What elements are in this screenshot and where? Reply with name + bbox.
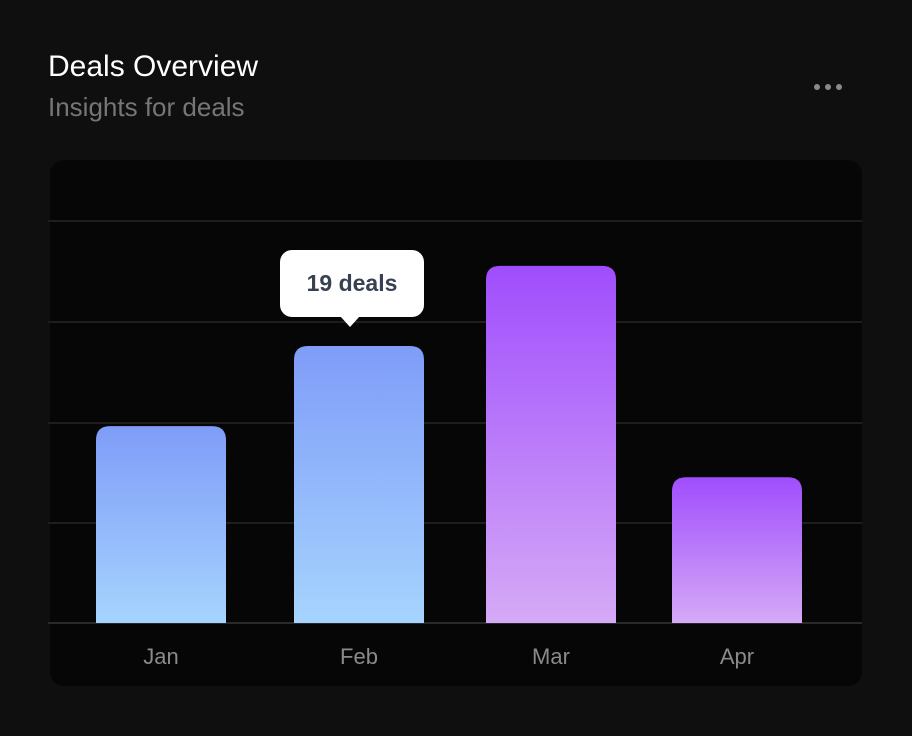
bar-apr[interactable] (672, 477, 802, 623)
bar-feb[interactable] (294, 346, 424, 623)
x-tick-label: Feb (340, 644, 378, 669)
more-options-icon[interactable] (808, 78, 848, 96)
x-tick-label: Mar (532, 644, 570, 669)
x-tick-label: Jan (143, 644, 178, 669)
card-title: Deals Overview (48, 50, 259, 83)
x-tick-label: Apr (720, 644, 754, 669)
card-subtitle: Insights for deals (48, 92, 245, 122)
bar-mar[interactable] (486, 265, 616, 623)
bar-jan[interactable] (96, 426, 226, 623)
chart-tooltip: 19 deals (280, 250, 424, 327)
